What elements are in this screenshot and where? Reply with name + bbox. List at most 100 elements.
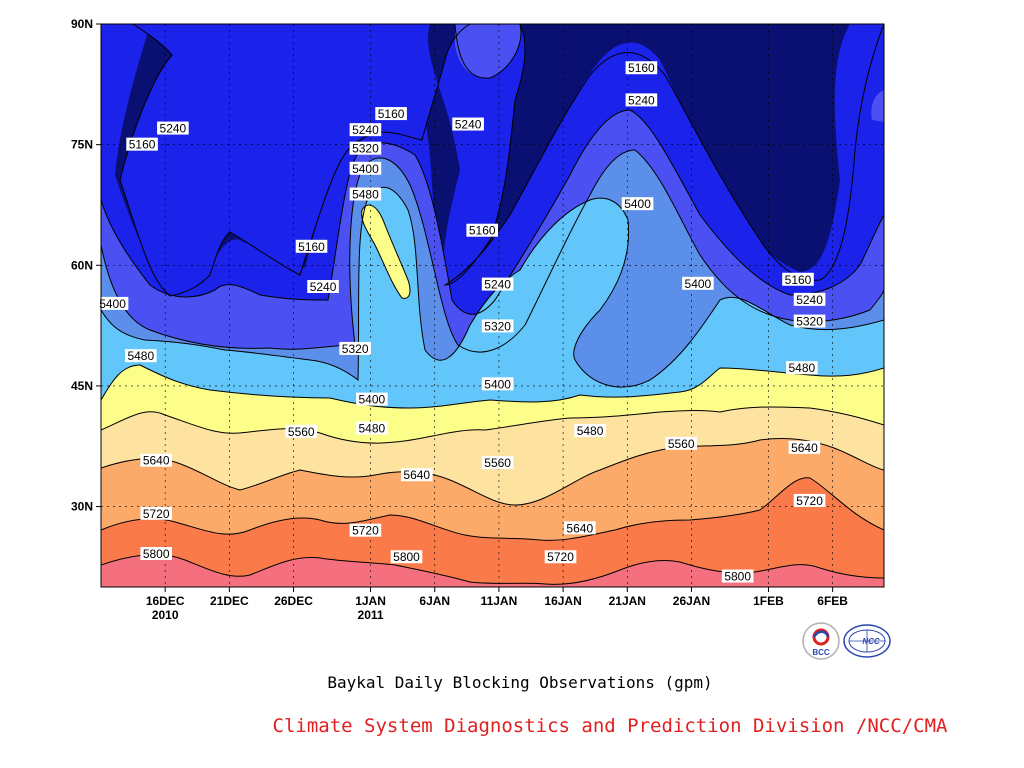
contour-label: 5720 [352, 524, 379, 538]
contour-label: 5560 [288, 425, 315, 439]
contour-label-bg [621, 197, 654, 211]
contour-label-bg [339, 341, 371, 355]
grid-lines [101, 24, 884, 587]
contour-label: 5240 [310, 280, 337, 294]
contour-label: 5240 [484, 278, 511, 292]
contour-label: 5480 [127, 349, 154, 363]
contour-label-bg [140, 453, 172, 467]
fill-5160-5240 [101, 24, 525, 296]
contour-label-bg [295, 239, 328, 253]
contour-label-bg [563, 521, 596, 535]
contour-label: 5400 [99, 297, 126, 311]
contour-label-bg [544, 550, 577, 564]
contour-label: 5720 [143, 507, 170, 521]
contour-label: 5560 [668, 437, 695, 451]
contour-label-bg [124, 349, 157, 363]
x-tick-label: 21DEC [210, 594, 249, 608]
contour-label: 5400 [624, 197, 651, 211]
contour-label: 5240 [352, 123, 379, 137]
contour-label-bg [349, 161, 382, 175]
contour-label-bg [157, 121, 189, 135]
contour-label-bg [140, 547, 172, 561]
contour-label: 5160 [378, 107, 405, 121]
x-tick-label: 21JAN [609, 594, 646, 608]
chart-caption: Baykal Daily Blocking Observations (gpm) [327, 673, 712, 692]
contour-label-bg [349, 141, 382, 155]
y-tick-label: 60N [71, 258, 93, 272]
contour-label: 5320 [796, 315, 823, 329]
contour-label-bg [356, 421, 388, 435]
x-tick-label: 11JAN [481, 594, 518, 608]
contour-label: 5480 [352, 188, 379, 202]
fill-5240-5320-right [871, 90, 884, 122]
credit-text: Climate System Diagnostics and Predictio… [273, 715, 948, 737]
contour-label: 5480 [577, 424, 604, 438]
contour-label: 5480 [788, 361, 815, 375]
contour-label: 5800 [393, 550, 420, 564]
contour-label-bg [788, 440, 821, 454]
y-tick-label: 75N [71, 138, 93, 152]
contour-label-bg [349, 523, 382, 537]
contour-line-5240-top [454, 24, 522, 79]
contour-lines [101, 24, 884, 585]
contour-label: 5640 [791, 441, 818, 455]
ncc-logo-text: NCC [862, 637, 880, 646]
x-tick-label: 26JAN [673, 594, 710, 608]
contour-label: 5320 [352, 142, 379, 156]
contour-label: 5400 [352, 162, 379, 176]
y-axis: 90N 75N 60N 45N 30N [71, 17, 101, 514]
x-tick-label: 16JAN [544, 594, 581, 608]
y-tick-label: 45N [71, 379, 93, 393]
contour-fills [101, 24, 884, 587]
contour-label: 5240 [628, 93, 655, 107]
contour-label: 5240 [455, 118, 482, 132]
ncc-logo: NCC [843, 624, 891, 658]
x-tick-year: 2011 [358, 608, 384, 622]
contour-label-bg [682, 276, 714, 290]
contour-label-bg [665, 436, 697, 450]
contour-line-5240 [101, 109, 884, 315]
contour-label-bg [782, 272, 814, 286]
contour-label: 5160 [785, 273, 812, 287]
x-tick-label: 26DEC [274, 594, 313, 608]
contour-label-bg [390, 550, 423, 564]
contour-label: 5720 [547, 550, 574, 564]
contour-line-5640 [101, 438, 884, 506]
plot-frame [100, 23, 885, 588]
contour-label-bg [285, 424, 318, 438]
contour-label-bg [481, 277, 514, 291]
y-tick-label: 90N [71, 17, 93, 31]
contour-label-bg [481, 456, 514, 470]
contour-label-bg [793, 292, 826, 306]
bcc-logo: BCC [802, 622, 840, 660]
contour-label: 5640 [143, 454, 170, 468]
x-tick-label: 16DEC [146, 594, 185, 608]
contour-line-5480-blob [361, 204, 411, 299]
x-tick-year: 2010 [152, 608, 179, 622]
contour-label: 5800 [143, 547, 170, 561]
contour-label-bg [625, 93, 658, 107]
contour-label-bg [375, 107, 407, 121]
contour-label: 5240 [796, 293, 823, 307]
fill-5240-5320-top [455, 24, 521, 79]
contour-label-bg [349, 187, 382, 201]
fill-above-5800 [101, 554, 884, 587]
contour-label-bg [400, 468, 433, 482]
contour-label-bg [574, 423, 606, 437]
x-tick-label: 1JAN [355, 594, 386, 608]
contour-label-bg [452, 117, 484, 131]
contour-label-bg [307, 280, 339, 294]
contour-label: 5480 [358, 422, 385, 436]
contour-label: 5640 [566, 521, 593, 535]
y-tick-label: 30N [71, 500, 93, 514]
contour-line-5160-b [443, 24, 884, 286]
x-tick-label: 6FEB [817, 594, 848, 608]
contour-label: 5160 [129, 138, 156, 152]
contour-line-5480 [101, 364, 884, 409]
contour-label: 5320 [484, 319, 511, 333]
contour-line-5560 [101, 406, 884, 444]
contour-label: 5400 [358, 393, 385, 407]
contour-label-bg [721, 569, 754, 583]
